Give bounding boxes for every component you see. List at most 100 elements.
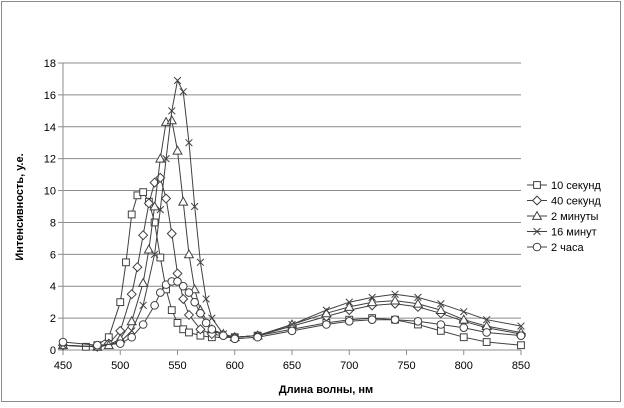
data-point (150, 218, 159, 227)
y-tick-label: 2 (50, 313, 56, 325)
data-point (126, 315, 137, 326)
data-point (230, 334, 240, 344)
marker-stroke (533, 227, 541, 236)
data-point (183, 309, 195, 321)
series-line (62, 119, 522, 348)
marker-stroke (437, 300, 445, 308)
x-axis-title: Длина волны, нм (279, 384, 373, 396)
marker-stroke (190, 202, 199, 211)
y-axis-title: Интенсивность, у.е. (14, 153, 26, 260)
data-point (127, 210, 136, 219)
data-point (155, 153, 166, 163)
series-5 (58, 277, 526, 350)
data-point (172, 268, 183, 279)
x-tick-label: 850 (512, 360, 530, 372)
gridlines (63, 62, 521, 319)
data-point (156, 253, 165, 262)
data-point (459, 323, 469, 332)
data-point (459, 333, 468, 342)
marker-stroke (517, 322, 525, 330)
data-point (516, 331, 526, 340)
data-point (168, 107, 176, 115)
data-point (435, 304, 447, 315)
data-point (185, 138, 193, 147)
data-point (436, 320, 446, 329)
data-point (389, 295, 401, 305)
legend-marker (531, 195, 543, 206)
data-point (367, 315, 377, 325)
data-point (178, 281, 188, 291)
data-point (127, 327, 136, 335)
marker-stroke (139, 301, 147, 310)
chart-svg: 0 2 4 6 8 10 12 14 16 18 450 500 550 600 650 700 750 800 8… (14, 58, 601, 396)
legend-marker (533, 227, 541, 236)
data-point (179, 87, 187, 96)
legend-marker (533, 181, 541, 189)
x-tick-label: 700 (340, 360, 358, 372)
marker-stroke (156, 205, 165, 214)
data-point (517, 341, 525, 350)
data-point (343, 301, 355, 311)
data-point (150, 301, 159, 310)
y-tick-label: 14 (44, 122, 56, 134)
x-tick-label: 500 (111, 360, 129, 372)
data-point (143, 198, 154, 209)
y-tick-label: 8 (50, 217, 56, 229)
legend-marker (531, 210, 543, 220)
data-point (459, 307, 468, 316)
data-point (122, 258, 130, 267)
data-point (93, 340, 102, 350)
data-point (143, 244, 155, 254)
y-tick-label: 0 (50, 345, 56, 357)
marker-stroke (173, 76, 182, 85)
data-point (132, 261, 143, 273)
data-point (344, 317, 354, 326)
legend-item-5: 2 часа (527, 242, 585, 254)
data-point (139, 188, 148, 197)
data-point (202, 295, 210, 303)
x-tick-label: 600 (226, 360, 244, 372)
marker-stroke (202, 295, 210, 303)
marker-stroke (162, 154, 170, 163)
data-point (138, 320, 148, 329)
x-tick-label: 450 (54, 360, 72, 372)
marker-stroke (482, 315, 491, 324)
data-point (178, 293, 189, 305)
x-tick-label: 550 (168, 360, 186, 372)
y-tick-label: 10 (44, 186, 56, 198)
y-tick-label: 12 (44, 154, 56, 166)
data-point (195, 324, 206, 335)
legend-label: 40 секунд (551, 196, 601, 208)
series-3 (57, 114, 527, 351)
marker-stroke (368, 293, 376, 302)
data-point (115, 339, 125, 348)
data-point (166, 114, 178, 125)
legend: 10 секунд 40 секунд 2 минуты 16 минут 2 часа (527, 180, 601, 254)
data-point (126, 289, 137, 300)
data-point (412, 298, 424, 308)
data-point (162, 154, 170, 163)
y-tick-label: 6 (50, 249, 56, 261)
marker-stroke (322, 306, 331, 314)
marker-stroke (414, 293, 422, 302)
data-point (166, 228, 177, 239)
series-layer (57, 76, 527, 352)
data-point (190, 297, 199, 307)
data-point (391, 290, 399, 298)
x-tick-label: 800 (455, 360, 473, 372)
data-point (173, 76, 182, 85)
x-tick-label: 750 (397, 360, 415, 372)
data-point (458, 314, 470, 324)
data-point (116, 298, 125, 307)
data-point (183, 248, 195, 259)
data-point (253, 332, 262, 342)
chart-frame: 0 2 4 6 8 10 12 14 16 18 450 500 550 600 650 700 750 800 8… (1, 1, 621, 402)
legend-label: 2 минуты (551, 211, 598, 223)
axes: 0 2 4 6 8 10 12 14 16 18 450 500 550 600 650 700 750 800 8… (44, 58, 530, 372)
data-point (185, 328, 193, 337)
data-point (366, 296, 378, 307)
data-point (482, 338, 491, 346)
data-point (482, 315, 491, 324)
y-tick-label: 18 (44, 58, 56, 70)
data-point (368, 293, 376, 302)
